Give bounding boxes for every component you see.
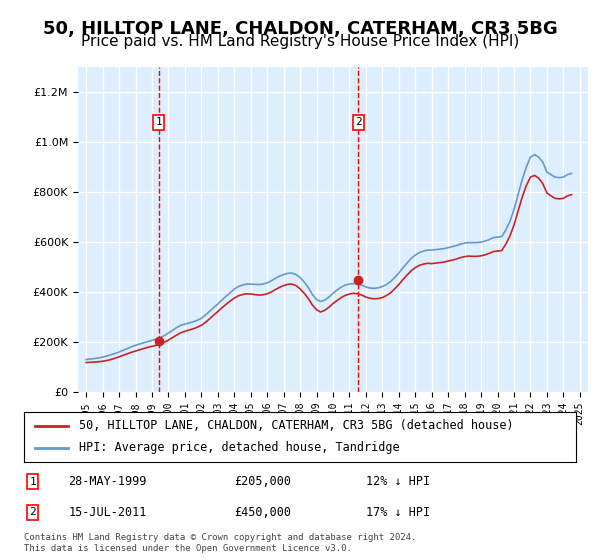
Text: 1: 1 <box>155 118 162 128</box>
Text: 17% ↓ HPI: 17% ↓ HPI <box>366 506 430 519</box>
Text: 28-MAY-1999: 28-MAY-1999 <box>68 475 146 488</box>
Text: 2: 2 <box>355 118 362 128</box>
Text: HPI: Average price, detached house, Tandridge: HPI: Average price, detached house, Tand… <box>79 441 400 454</box>
Text: £205,000: £205,000 <box>234 475 291 488</box>
Text: 50, HILLTOP LANE, CHALDON, CATERHAM, CR3 5BG: 50, HILLTOP LANE, CHALDON, CATERHAM, CR3… <box>43 20 557 38</box>
Text: 15-JUL-2011: 15-JUL-2011 <box>68 506 146 519</box>
Text: 12% ↓ HPI: 12% ↓ HPI <box>366 475 430 488</box>
Text: 1: 1 <box>29 477 36 487</box>
Text: Price paid vs. HM Land Registry's House Price Index (HPI): Price paid vs. HM Land Registry's House … <box>81 34 519 49</box>
Text: 2: 2 <box>29 507 36 517</box>
Text: £450,000: £450,000 <box>234 506 291 519</box>
Text: 50, HILLTOP LANE, CHALDON, CATERHAM, CR3 5BG (detached house): 50, HILLTOP LANE, CHALDON, CATERHAM, CR3… <box>79 419 514 432</box>
Text: Contains HM Land Registry data © Crown copyright and database right 2024.
This d: Contains HM Land Registry data © Crown c… <box>24 533 416 553</box>
